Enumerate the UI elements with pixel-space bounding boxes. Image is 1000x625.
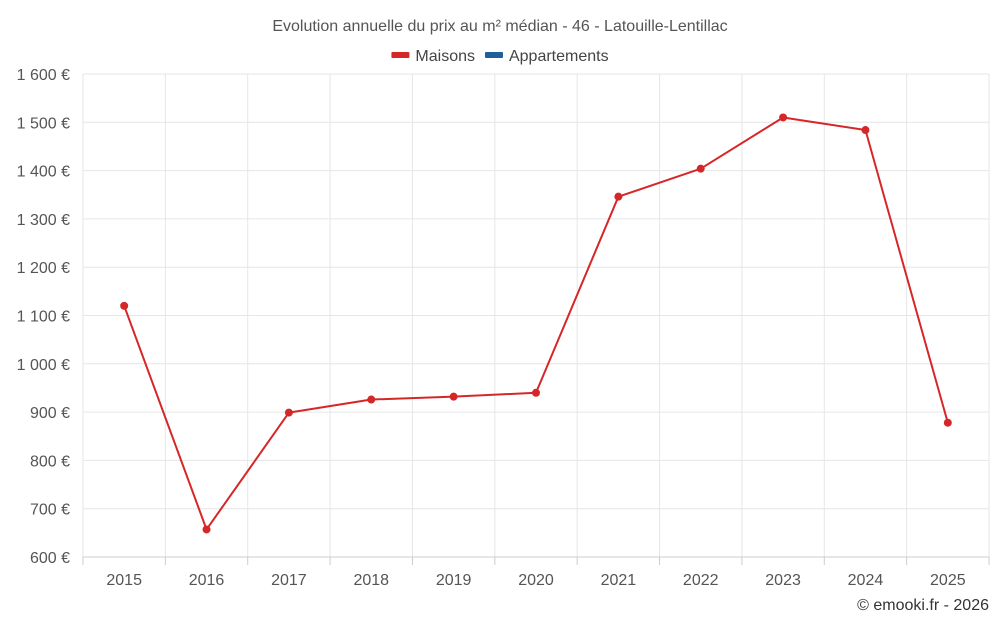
data-point[interactable]: [943, 418, 952, 427]
gridlines: [82, 73, 990, 557]
data-point[interactable]: [284, 408, 293, 417]
x-tick-label: 2025: [930, 572, 966, 589]
data-point[interactable]: [449, 392, 458, 401]
x-tick-label: 2020: [518, 572, 554, 589]
x-tick-label: 2017: [271, 572, 307, 589]
x-tick-label: 2021: [601, 572, 637, 589]
data-point[interactable]: [696, 164, 705, 173]
axes: [82, 556, 990, 565]
legend-label: Maisons: [415, 48, 475, 65]
x-tick-label: 2023: [765, 572, 801, 589]
legend-item-maisons[interactable]: Maisons: [391, 48, 475, 65]
chart-legend: Maisons Appartements: [391, 48, 609, 65]
x-tick-label: 2022: [683, 572, 719, 589]
data-point[interactable]: [779, 113, 788, 122]
chart-title: Evolution annuelle du prix au m² médian …: [272, 18, 727, 35]
y-tick-label: 1 100 €: [17, 309, 70, 326]
series-layer: [120, 113, 952, 534]
y-tick-label: 800 €: [30, 453, 70, 470]
y-tick-label: 1 200 €: [17, 260, 70, 277]
credit-text: © emooki.fr - 2026: [857, 597, 989, 614]
x-tick-label: 2018: [353, 572, 389, 589]
x-tick-label: 2019: [436, 572, 472, 589]
y-tick-label: 1 400 €: [17, 164, 70, 181]
y-tick-label: 1 000 €: [17, 357, 70, 374]
data-point[interactable]: [532, 388, 540, 397]
y-axis-ticks: 600 € 700 € 800 € 900 € 1 000 € 1 100 € 1 200 …: [17, 67, 70, 567]
legend-label: Appartements: [509, 48, 609, 65]
y-tick-label: 1 600 €: [17, 67, 70, 84]
legend-item-appartements[interactable]: Appartements: [484, 48, 609, 65]
legend-swatch: [484, 52, 503, 58]
data-point[interactable]: [861, 126, 870, 135]
x-tick-label: 2015: [106, 572, 142, 589]
x-axis-ticks: 2015 2016 2017 2018 2019 2020 2021 2022 2023 2024…: [106, 572, 965, 589]
data-point[interactable]: [120, 301, 129, 310]
x-tick-label: 2024: [848, 572, 884, 589]
y-tick-label: 1 500 €: [17, 115, 70, 132]
data-point[interactable]: [614, 192, 623, 201]
x-tick-label: 2016: [189, 572, 225, 589]
y-tick-label: 700 €: [30, 502, 70, 519]
y-tick-label: 600 €: [30, 550, 70, 567]
data-point[interactable]: [367, 395, 376, 404]
y-tick-label: 1 300 €: [17, 212, 70, 229]
legend-swatch: [391, 52, 410, 58]
y-tick-label: 900 €: [30, 405, 70, 422]
data-point[interactable]: [202, 525, 211, 534]
